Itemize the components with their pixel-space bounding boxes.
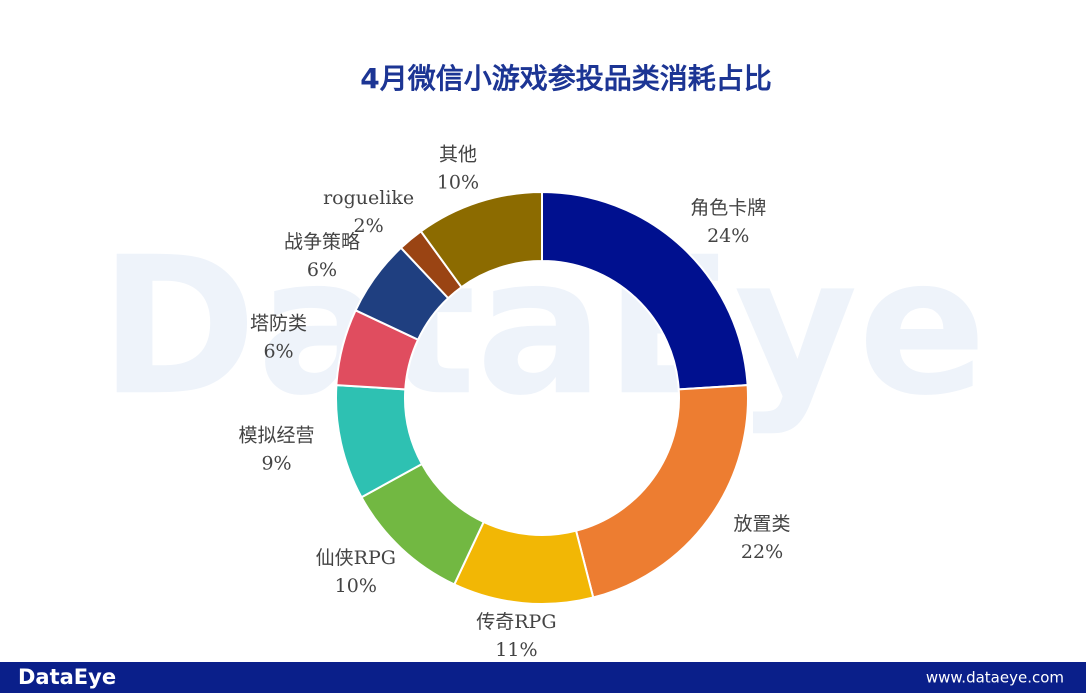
footer-bar (0, 662, 1086, 693)
slice-label: 传奇RPG (476, 611, 556, 633)
slice-value-label: 22% (741, 541, 783, 563)
donut (335, 190, 749, 605)
slice-label: roguelike (323, 187, 414, 209)
slice-value-label: 10% (437, 172, 479, 194)
slice-label: 放置类 (734, 513, 791, 535)
slice-value-label: 6% (263, 340, 293, 362)
slice-value-label: 2% (354, 215, 384, 237)
slice-label: 其他 (439, 144, 477, 166)
slice-label: 仙侠RPG (316, 547, 396, 569)
slice-value-label: 11% (495, 639, 537, 661)
slice-value-label: 10% (335, 575, 377, 597)
footer-url: www.dataeye.com (926, 669, 1064, 687)
slice-label: 模拟经营 (239, 424, 315, 446)
slice-value-label: 9% (261, 452, 291, 474)
slice-label: 塔防类 (250, 312, 307, 334)
donut-slice (419, 190, 543, 289)
slice-label: 战争策略 (284, 231, 360, 253)
slice-value-label: 6% (307, 259, 337, 281)
slice-value-label: 24% (707, 225, 749, 247)
slice-label: 角色卡牌 (690, 197, 766, 219)
footer-brand: DataEye (18, 665, 116, 689)
chart-title: 4月微信小游戏参投品类消耗占比 (360, 62, 771, 95)
